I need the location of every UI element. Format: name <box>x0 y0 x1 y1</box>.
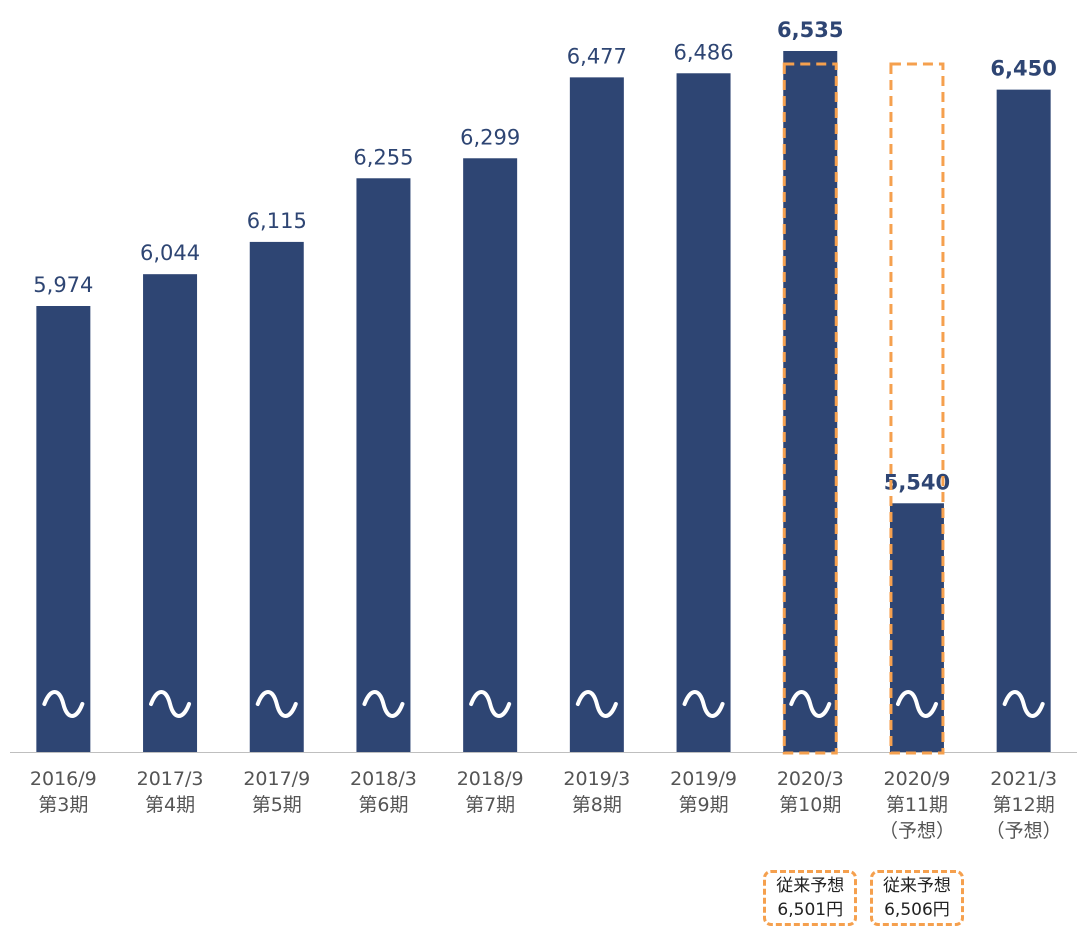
bar-8 <box>889 503 944 752</box>
tick-label-3-0: 2018/3 <box>350 768 417 790</box>
axis-break-mark-2 <box>255 690 298 718</box>
tick-label-9-1: 第12期 <box>993 794 1055 816</box>
highlight-frame-8 <box>889 62 945 755</box>
data-label-0: 5,974 <box>33 273 93 297</box>
bar-4 <box>463 158 518 753</box>
tick-label-2-0: 2017/9 <box>243 768 310 790</box>
data-label-8: 5,540 <box>884 470 950 494</box>
tick-label-1-1: 第4期 <box>145 794 195 816</box>
bar-2 <box>249 241 304 752</box>
tick-label-8-0: 2020/9 <box>884 768 951 790</box>
axis-break-mark-7 <box>789 690 832 718</box>
tick-label-8-1: 第11期 <box>886 794 948 816</box>
axis-break-mark-5 <box>575 690 618 718</box>
previous-forecast-line-0-1: 6,501円 <box>777 900 844 920</box>
data-label-3: 6,255 <box>353 145 413 169</box>
tick-label-0-0: 2016/9 <box>30 768 97 790</box>
axis-break-mark-1 <box>149 690 192 718</box>
tick-label-7-0: 2020/3 <box>777 768 844 790</box>
data-label-1: 6,044 <box>140 241 200 265</box>
data-label-9: 6,450 <box>990 57 1056 81</box>
bar-9 <box>996 89 1051 753</box>
tick-label-8-2: （予想） <box>879 820 955 842</box>
tick-label-9-2: （予想） <box>986 820 1062 842</box>
bar-7 <box>783 51 838 752</box>
tick-label-1-0: 2017/3 <box>137 768 204 790</box>
tick-label-7-1: 第10期 <box>779 794 841 816</box>
highlight-frame-7 <box>782 62 838 755</box>
data-label-7: 6,535 <box>777 18 843 42</box>
axis-break-mark-9 <box>1002 690 1045 718</box>
tick-label-4-0: 2018/9 <box>457 768 524 790</box>
tick-label-2-1: 第5期 <box>252 794 302 816</box>
data-label-5: 6,477 <box>567 44 627 68</box>
tick-label-0-1: 第3期 <box>38 794 88 816</box>
axis-break-mark-3 <box>362 690 405 718</box>
data-label-4: 6,299 <box>460 125 520 149</box>
tick-label-5-1: 第8期 <box>572 794 622 816</box>
axis-break-mark-4 <box>469 690 512 718</box>
data-label-6: 6,486 <box>673 40 733 64</box>
tick-label-4-1: 第7期 <box>465 794 515 816</box>
previous-forecast-box-0: 従来予想 6,501円 <box>763 870 858 926</box>
previous-forecast-line-1-0: 従来予想 <box>882 876 951 896</box>
previous-forecast-line-1-1: 6,506円 <box>884 900 950 920</box>
axis-break-mark-8 <box>895 690 938 718</box>
bar-5 <box>569 77 624 752</box>
bar-0 <box>36 306 91 752</box>
tick-label-6-0: 2019/9 <box>670 768 737 790</box>
tick-label-6-1: 第9期 <box>679 794 729 816</box>
previous-forecast-line-0-0: 従来予想 <box>776 876 845 896</box>
bar-3 <box>356 178 411 753</box>
axis-break-mark-6 <box>682 690 725 718</box>
bar-6 <box>676 73 731 753</box>
tick-label-9-0: 2021/3 <box>990 768 1057 790</box>
bar-1 <box>143 274 198 752</box>
axis-break-mark-0 <box>42 690 85 718</box>
tick-label-5-0: 2019/3 <box>563 768 630 790</box>
tick-label-3-1: 第6期 <box>358 794 408 816</box>
previous-forecast-box-1: 従来予想 6,506円 <box>869 870 964 926</box>
data-label-2: 6,115 <box>247 209 307 233</box>
